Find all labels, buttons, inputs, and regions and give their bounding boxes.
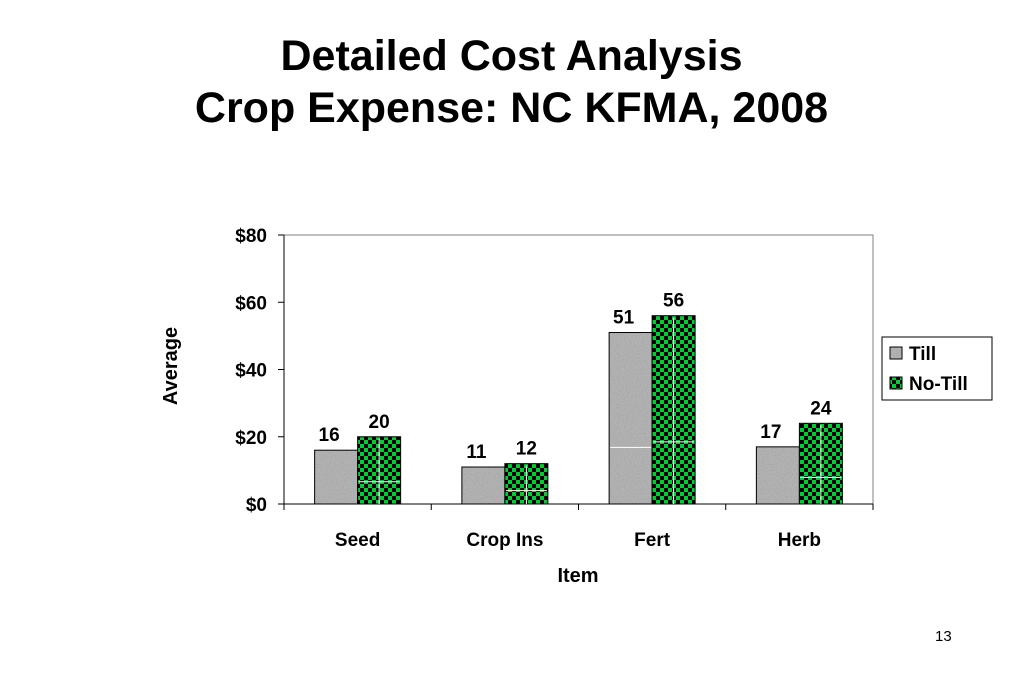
data-label: 56 xyxy=(663,291,684,312)
data-label: 11 xyxy=(466,442,487,463)
y-tick-label: $80 xyxy=(235,226,267,247)
x-axis-title: Item xyxy=(557,565,598,587)
bar-till-fert xyxy=(608,332,653,505)
legend-swatch-till xyxy=(889,346,903,360)
x-tick-label: Crop Ins xyxy=(466,530,543,551)
x-tick-label: Fert xyxy=(634,530,671,551)
data-label: 24 xyxy=(810,398,832,419)
data-label: 20 xyxy=(369,412,390,433)
legend-swatch-no-till xyxy=(889,376,903,390)
y-axis-title: Average xyxy=(160,327,182,405)
legend-label-no-till: No-Till xyxy=(909,374,968,395)
legend: Till No-Till xyxy=(881,336,993,401)
data-label: 51 xyxy=(613,308,635,329)
bar-till-seed xyxy=(314,449,359,505)
slide-title-line1: Detailed Cost Analysis xyxy=(280,32,743,80)
x-tick-label: Seed xyxy=(335,530,380,551)
y-tick-label: $0 xyxy=(246,495,267,516)
bar-till-crop-ins xyxy=(461,466,506,505)
data-label: 12 xyxy=(516,439,537,460)
data-label: 16 xyxy=(319,425,340,446)
bar-till-herb xyxy=(755,446,800,505)
y-tick-label: $20 xyxy=(235,428,267,449)
legend-label-till: Till xyxy=(909,344,936,365)
slide-title-line2: Crop Expense: NC KFMA, 2008 xyxy=(194,84,829,132)
data-label: 17 xyxy=(760,422,781,443)
y-tick-label: $60 xyxy=(235,293,267,314)
slide-title: Detailed Cost Analysis Crop Expense: NC … xyxy=(0,30,1023,134)
y-tick-label: $40 xyxy=(235,361,267,382)
x-tick-label: Herb xyxy=(778,530,821,551)
page-number: 13 xyxy=(935,628,952,645)
